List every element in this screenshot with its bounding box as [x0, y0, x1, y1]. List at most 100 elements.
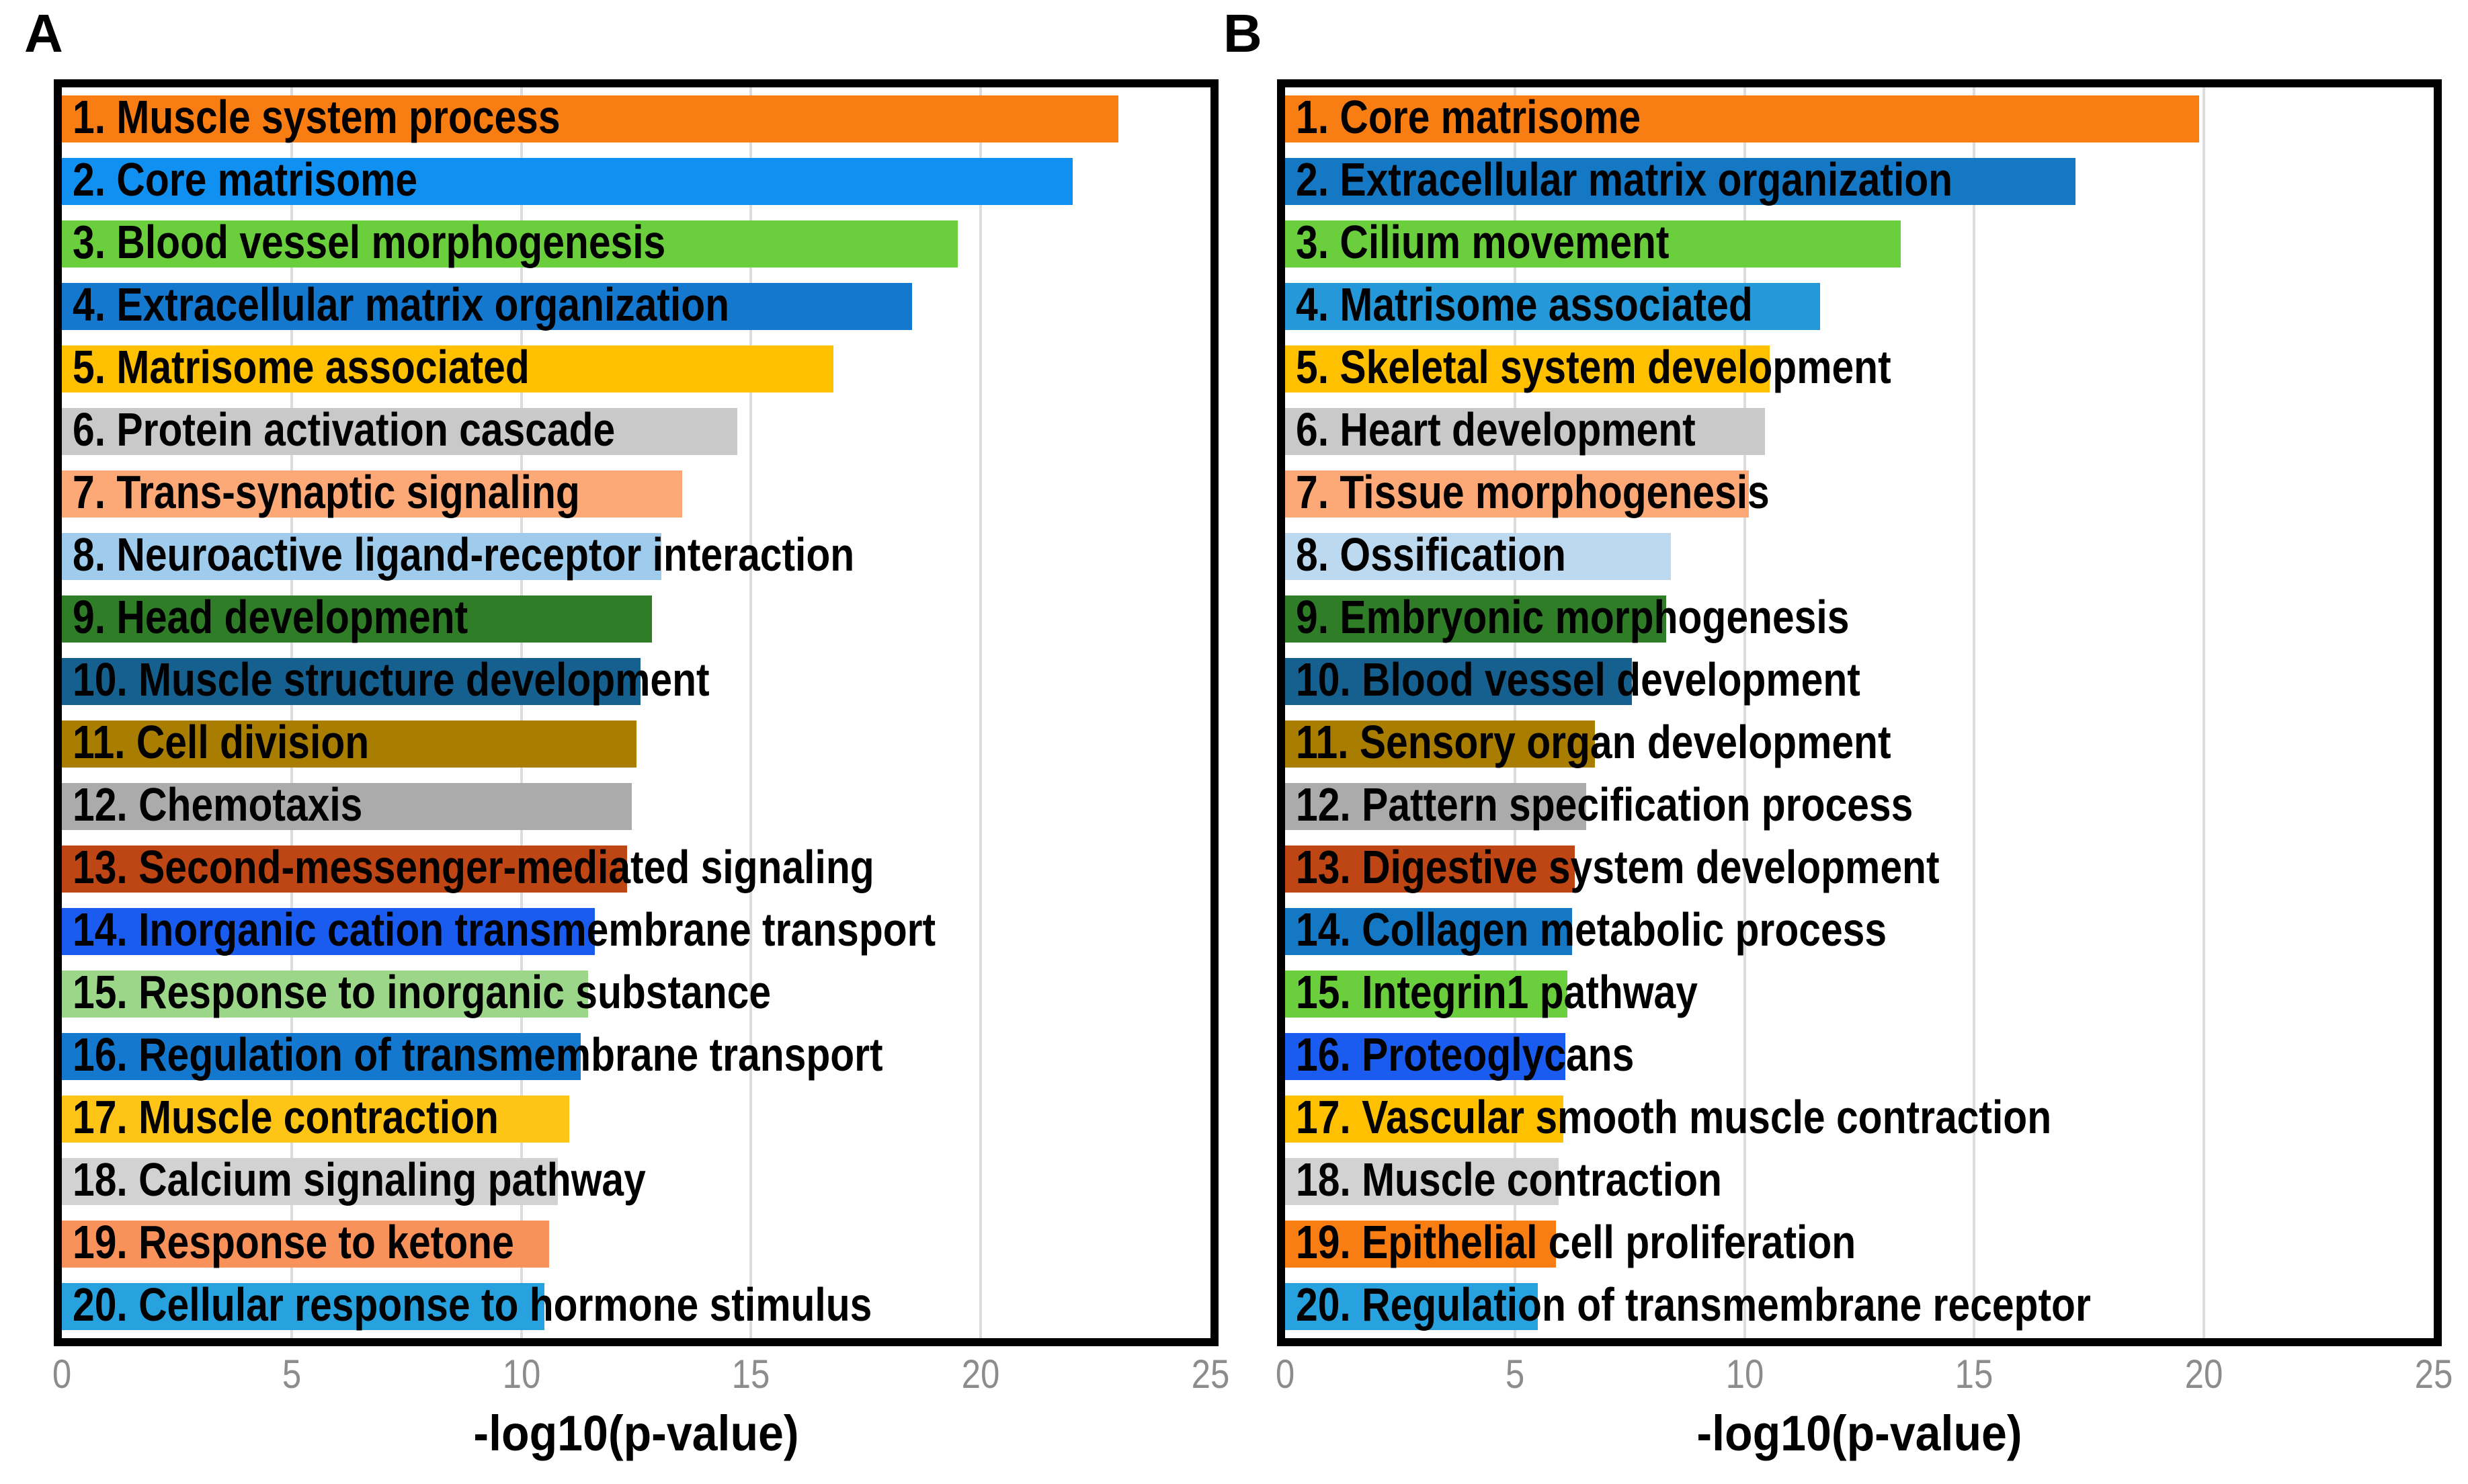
bar	[1285, 220, 1901, 267]
x-tick-label: 0	[1275, 1352, 1295, 1397]
panel-a-plot-area: 1. Muscle system process 2. Core matrisom…	[54, 79, 1219, 1346]
bar-label: 14. Inorganic cation transmembrane trans…	[73, 903, 936, 956]
bar	[1285, 1033, 1565, 1081]
x-tick-label: 20	[961, 1352, 1000, 1397]
bar-row: 12. Chemotaxis	[62, 781, 1210, 831]
x-tick-label: 20	[2184, 1352, 2223, 1397]
bar	[62, 783, 632, 831]
gridline	[520, 87, 523, 1338]
bar-label: 8. Neuroactive ligand-receptor interacti…	[73, 528, 855, 581]
x-tick-label: 0	[52, 1352, 72, 1397]
bar	[62, 345, 834, 393]
bar-row: 2. Extracellular matrix organization	[1285, 153, 2434, 206]
panel-b-plot-area: 1. Core matrisome 2. Extracellular matrix…	[1277, 79, 2442, 1346]
x-tick-label: 15	[1955, 1352, 1993, 1397]
bar-label: 2. Core matrisome	[73, 153, 418, 206]
bar-row: 4. Matrisome associated	[1285, 278, 2434, 331]
bar-label: 18. Muscle contraction	[1296, 1153, 1722, 1206]
bar-row: 17. Vascular smooth muscle contraction	[1285, 1094, 2434, 1143]
bar-label: 13. Second-messenger-mediated signaling	[73, 841, 874, 894]
gridline	[1973, 87, 1976, 1338]
bar-row: 8. Neuroactive ligand-receptor interacti…	[62, 528, 1210, 581]
bar-label: 13. Digestive system development	[1296, 841, 1940, 894]
bar-label: 8. Ossification	[1296, 528, 1566, 581]
bar-label: 14. Collagen metabolic process	[1296, 903, 1887, 956]
bar-label: 1. Core matrisome	[1296, 90, 1641, 143]
bar	[1285, 532, 1672, 580]
bar	[1285, 407, 1766, 455]
bar-row: 7. Tissue morphogenesis	[1285, 468, 2434, 518]
bar-row: 1. Muscle system process	[62, 93, 1210, 142]
bar	[1285, 470, 1750, 518]
bar-label: 3. Cilium movement	[1296, 215, 1670, 268]
bar-label: 19. Epithelial cell proliferation	[1296, 1216, 1856, 1269]
bar-label: 10. Muscle structure development	[73, 653, 710, 706]
gridline	[1743, 87, 1746, 1338]
bar-label: 16. Proteoglycans	[1296, 1028, 1635, 1081]
bar-row: 1. Core matrisome	[1285, 90, 2434, 143]
bar	[62, 908, 595, 956]
bar-row: 13. Second-messenger-mediated signaling	[62, 841, 1210, 894]
gridline	[979, 87, 983, 1338]
bar-label: 17. Muscle contraction	[73, 1091, 499, 1144]
bar-row: 20. Cellular response to hormone stimulu…	[62, 1278, 1210, 1331]
panel-letter-b: B	[1223, 3, 1262, 63]
x-tick-label: 5	[282, 1352, 301, 1397]
bar-row: 18. Muscle contraction	[1285, 1153, 2434, 1206]
bar-label: 15. Response to inorganic substance	[73, 966, 772, 1019]
bar-row: 11. Sensory organ development	[1285, 718, 2434, 768]
bar-label: 4. Extracellular matrix organization	[73, 278, 730, 331]
bar	[62, 532, 662, 580]
bar-row: 16. Regulation of transmembrane transpor…	[62, 1031, 1210, 1081]
bar	[62, 720, 636, 768]
bar-row: 3. Blood vessel morphogenesis	[62, 218, 1210, 267]
bar	[62, 407, 737, 455]
bar	[1285, 95, 2200, 142]
bar	[1285, 908, 1573, 956]
bar-label: 6. Protein activation cascade	[73, 403, 616, 456]
bar-label: 19. Response to ketone	[73, 1216, 514, 1269]
bar-row: 20. Regulation of transmembrane receptor	[1285, 1282, 2434, 1331]
bar	[1285, 971, 1568, 1018]
bar-label: 7. Trans-synaptic signaling	[73, 466, 580, 519]
bar-row: 3. Cilium movement	[1285, 215, 2434, 268]
bar	[1285, 783, 1586, 831]
bar-row: 17. Muscle contraction	[62, 1091, 1210, 1144]
bar-label: 9. Embryonic morphogenesis	[1296, 591, 1850, 644]
bar-row: 5. Skeletal system development	[1285, 343, 2434, 393]
bar-label: 9. Head development	[73, 591, 468, 644]
bar	[62, 1033, 581, 1081]
bar-row: 13. Digestive system development	[1285, 841, 2434, 894]
bar	[62, 1283, 544, 1331]
bar-row: 7. Trans-synaptic signaling	[62, 466, 1210, 519]
bar-row: 19. Epithelial cell proliferation	[1285, 1216, 2434, 1269]
bar	[1285, 1158, 1559, 1206]
bar	[1285, 345, 1770, 393]
x-tick-label: 5	[1505, 1352, 1524, 1397]
bar	[62, 282, 912, 330]
x-tick-label: 15	[732, 1352, 770, 1397]
gridline	[290, 87, 293, 1338]
bar	[62, 95, 1119, 142]
bar	[62, 846, 627, 893]
panel-b-x-axis: 0 5 10 15 20 25	[1276, 1352, 2453, 1408]
bar-label: 4. Matrisome associated	[1296, 278, 1753, 331]
bar-label: 20. Cellular response to hormone stimulu…	[73, 1278, 872, 1331]
bar	[62, 220, 958, 267]
bar-label: 5. Matrisome associated	[73, 340, 530, 393]
bar	[62, 1158, 559, 1206]
bar-row: 8. Ossification	[1285, 528, 2434, 581]
bar-label: 2. Extracellular matrix organization	[1296, 153, 1953, 206]
bar-row: 9. Head development	[62, 591, 1210, 644]
bar	[1285, 846, 1575, 893]
bar-label: 10. Blood vessel development	[1296, 653, 1860, 706]
bar	[1285, 595, 1667, 643]
bar-row: 19. Response to ketone	[62, 1216, 1210, 1269]
panel-letter-a: A	[24, 3, 63, 63]
x-tick-label: 25	[2414, 1352, 2453, 1397]
bar	[62, 971, 588, 1018]
gridline	[2203, 87, 2206, 1338]
x-tick-label: 10	[1725, 1352, 1764, 1397]
bar-row: 14. Inorganic cation transmembrane trans…	[62, 903, 1210, 956]
